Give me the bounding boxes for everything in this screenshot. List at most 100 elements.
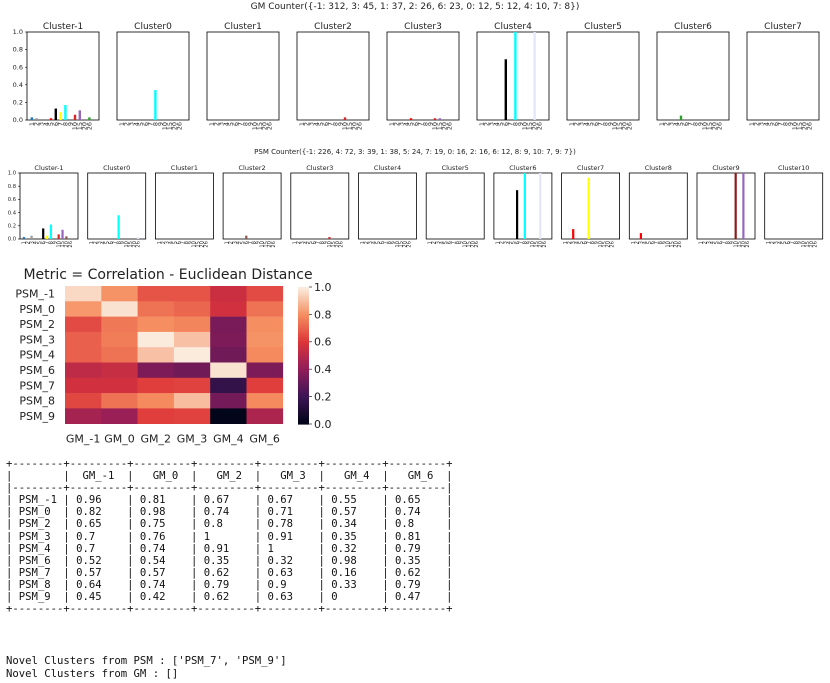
x-tick-label: 5 [646, 241, 652, 244]
heatmap-cell [137, 316, 175, 333]
x-tick-label: 7 [417, 122, 425, 126]
colorbar-segment [298, 364, 309, 368]
x-tick-label: 5 [587, 122, 595, 126]
colorbar-segment [298, 289, 309, 293]
heatmap-cell [246, 362, 284, 379]
x-tick-label: 15 [436, 122, 444, 130]
bar [539, 173, 542, 239]
x-tick-label: 20 [741, 241, 747, 248]
x-tick-label: 3 [706, 241, 712, 244]
x-tick-label: 6 [244, 241, 250, 244]
x-tick-label: 26 [715, 122, 723, 130]
x-tick-label: 1 [388, 122, 396, 126]
heatmap-cell [137, 408, 175, 424]
x-tick-label: 26 [406, 241, 412, 248]
x-tick-label: 8 [691, 122, 699, 126]
x-tick-label: 1 [292, 241, 298, 244]
heatmap-col-label: GM_6 [249, 433, 280, 446]
bar [639, 233, 642, 239]
panel-title: Cluster9 [712, 164, 739, 172]
y-tick-label: 0.2 [8, 224, 16, 230]
x-tick-label: 5 [105, 241, 111, 244]
x-tick-label: 1 [658, 122, 666, 126]
x-tick-label: 8 [421, 122, 429, 126]
heatmap-col-label: GM_4 [213, 433, 244, 446]
x-tick-label: 3 [774, 241, 780, 244]
colorbar-segment [298, 417, 309, 421]
x-tick-label: 6 [412, 122, 420, 126]
x-tick-label: 4 [132, 122, 140, 126]
x-tick-label: 26 [68, 241, 74, 248]
x-tick-label: 9 [156, 122, 164, 126]
x-tick-label: 6 [682, 122, 690, 126]
x-tick-label: 10 [192, 241, 198, 248]
x-tick-label: 5 [579, 241, 585, 244]
x-tick-label: 2 [702, 241, 708, 244]
x-tick-label: 2 [161, 241, 167, 244]
x-tick-label: 4 [402, 122, 410, 126]
panel-frame [476, 31, 550, 121]
heatmap-cell [173, 286, 211, 302]
x-tick-label: 8 [49, 241, 55, 244]
x-tick-label: 26 [805, 122, 813, 130]
colorbar-segment [298, 339, 309, 343]
x-tick-label: 1 [748, 122, 756, 126]
x-tick-label: 1 [360, 241, 366, 244]
x-tick-label: 6 [109, 241, 115, 244]
x-tick-label: 8 [522, 241, 528, 244]
x-tick-label: 15 [346, 122, 354, 130]
x-tick-label: 9 [391, 241, 397, 244]
x-tick-label: 6 [41, 241, 47, 244]
gm-cluster-bar-panels: Cluster-1123456789101520260.00.20.40.60.… [13, 22, 820, 130]
colorbar-segment [298, 360, 309, 363]
colorbar-segment [298, 300, 309, 304]
x-tick-label: 10 [341, 122, 349, 130]
colorbar-segment [298, 330, 309, 334]
x-tick-label: 1 [563, 241, 569, 244]
x-tick-label: 7 [687, 122, 695, 126]
x-tick-label: 6 [592, 122, 600, 126]
x-tick-label: 20 [531, 122, 539, 130]
psm-counter-title: PSM Counter({-1: 226, 4: 72, 3: 39, 1: 3… [254, 148, 576, 156]
x-tick-label: 26 [203, 241, 209, 248]
x-tick-label: 10 [71, 122, 79, 130]
bar [61, 229, 64, 239]
x-tick-label: 6 [582, 241, 588, 244]
colorbar-segment [298, 337, 309, 341]
y-tick-label: 1.0 [13, 28, 23, 36]
heatmap-cell [65, 286, 102, 302]
x-tick-label: 10 [521, 122, 529, 130]
x-tick-label: 3 [571, 241, 577, 244]
heatmap-cell [210, 301, 247, 317]
x-tick-label: 4 [507, 240, 513, 244]
x-tick-label: 4 [762, 122, 770, 126]
x-tick-label: 4 [672, 122, 680, 126]
colorbar-segment [298, 382, 309, 386]
x-tick-label: 15 [534, 241, 540, 248]
colorbar-segment [298, 302, 309, 306]
x-tick-label: 3 [577, 122, 585, 126]
x-tick-label: 6 [379, 241, 385, 244]
y-tick-label: 0.6 [13, 63, 23, 71]
panel-title: Cluster3 [306, 164, 333, 172]
colorbar-segment [298, 346, 309, 350]
colorbar-segment [298, 309, 309, 313]
colorbar-segment [298, 321, 309, 325]
heatmap-cell [210, 362, 247, 379]
x-tick-label: 5 [407, 122, 415, 126]
heatmap-cell [210, 347, 247, 363]
x-tick-label: 4 [778, 240, 784, 244]
bar [343, 117, 347, 120]
x-tick-label: 9 [256, 241, 262, 244]
panel-title: Cluster2 [238, 164, 265, 172]
heatmap-cell [65, 347, 102, 363]
x-tick-label: 7 [789, 241, 795, 244]
colorbar-segment [298, 305, 309, 309]
x-tick-label: 9 [786, 122, 794, 126]
x-tick-label: 5 [782, 241, 788, 244]
x-tick-label: 4 [33, 240, 39, 244]
